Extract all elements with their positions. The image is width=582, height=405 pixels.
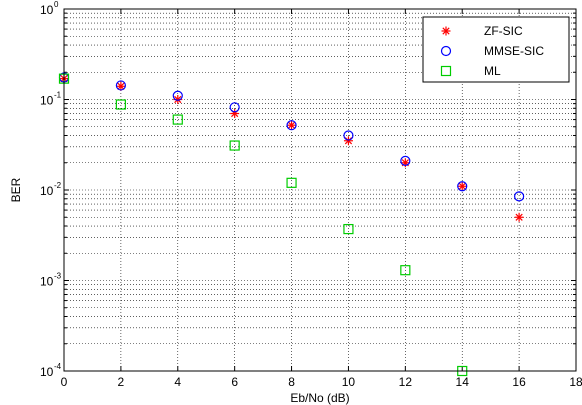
y-tick-label: 10 -3 (40, 272, 62, 289)
y-tick-label: 10 -2 (40, 181, 62, 198)
x-tick-label: 6 (231, 375, 238, 389)
legend-label: MMSE-SIC (484, 44, 544, 58)
legend-marker-star (442, 27, 451, 36)
data-point-star (344, 136, 353, 145)
y-tick-exponent: -2 (54, 181, 62, 190)
y-tick-label: 10 -4 (40, 362, 62, 379)
x-tick-label: 8 (288, 375, 295, 389)
y-tick-exponent: -4 (54, 362, 62, 371)
x-tick-label: 0 (61, 375, 68, 389)
x-tick-label: 16 (512, 375, 526, 389)
legend: ZF-SIC MMSE-SIC ML (423, 17, 569, 82)
data-point-star (515, 213, 524, 222)
y-tick-base: 10 (40, 3, 54, 17)
legend-label: ML (484, 64, 501, 78)
y-tick-exponent: -3 (54, 272, 62, 281)
y-tick-base: 10 (40, 184, 54, 198)
x-tick-label: 2 (118, 375, 125, 389)
y-tick-exponent: -1 (54, 91, 62, 100)
y-tick-base: 10 (40, 94, 54, 108)
x-tick-label: 14 (456, 375, 470, 389)
legend-label: ZF-SIC (484, 24, 523, 38)
x-tick-label: 10 (342, 375, 356, 389)
x-tick-label: 4 (174, 375, 181, 389)
y-tick-base: 10 (40, 275, 54, 289)
x-axis-label: Eb/No (dB) (290, 391, 349, 405)
y-tick-label: 10 0 (40, 0, 59, 17)
x-tick-label: 18 (569, 375, 582, 389)
y-tick-label: 10 -1 (40, 91, 62, 108)
y-tick-exponent: 0 (54, 0, 59, 9)
y-tick-base: 10 (40, 365, 54, 379)
y-axis-label: BER (9, 177, 23, 202)
x-tick-label: 12 (399, 375, 413, 389)
